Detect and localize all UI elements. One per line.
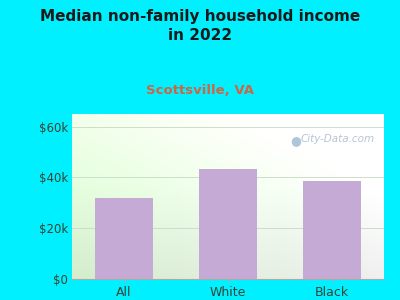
- Bar: [303, 181, 361, 279]
- Text: Scottsville, VA: Scottsville, VA: [146, 84, 254, 97]
- Text: ●: ●: [290, 134, 301, 147]
- Text: Median non-family household income
in 2022: Median non-family household income in 20…: [40, 9, 360, 43]
- Bar: [199, 169, 257, 279]
- Bar: [96, 198, 153, 279]
- Text: City-Data.com: City-Data.com: [300, 134, 375, 144]
